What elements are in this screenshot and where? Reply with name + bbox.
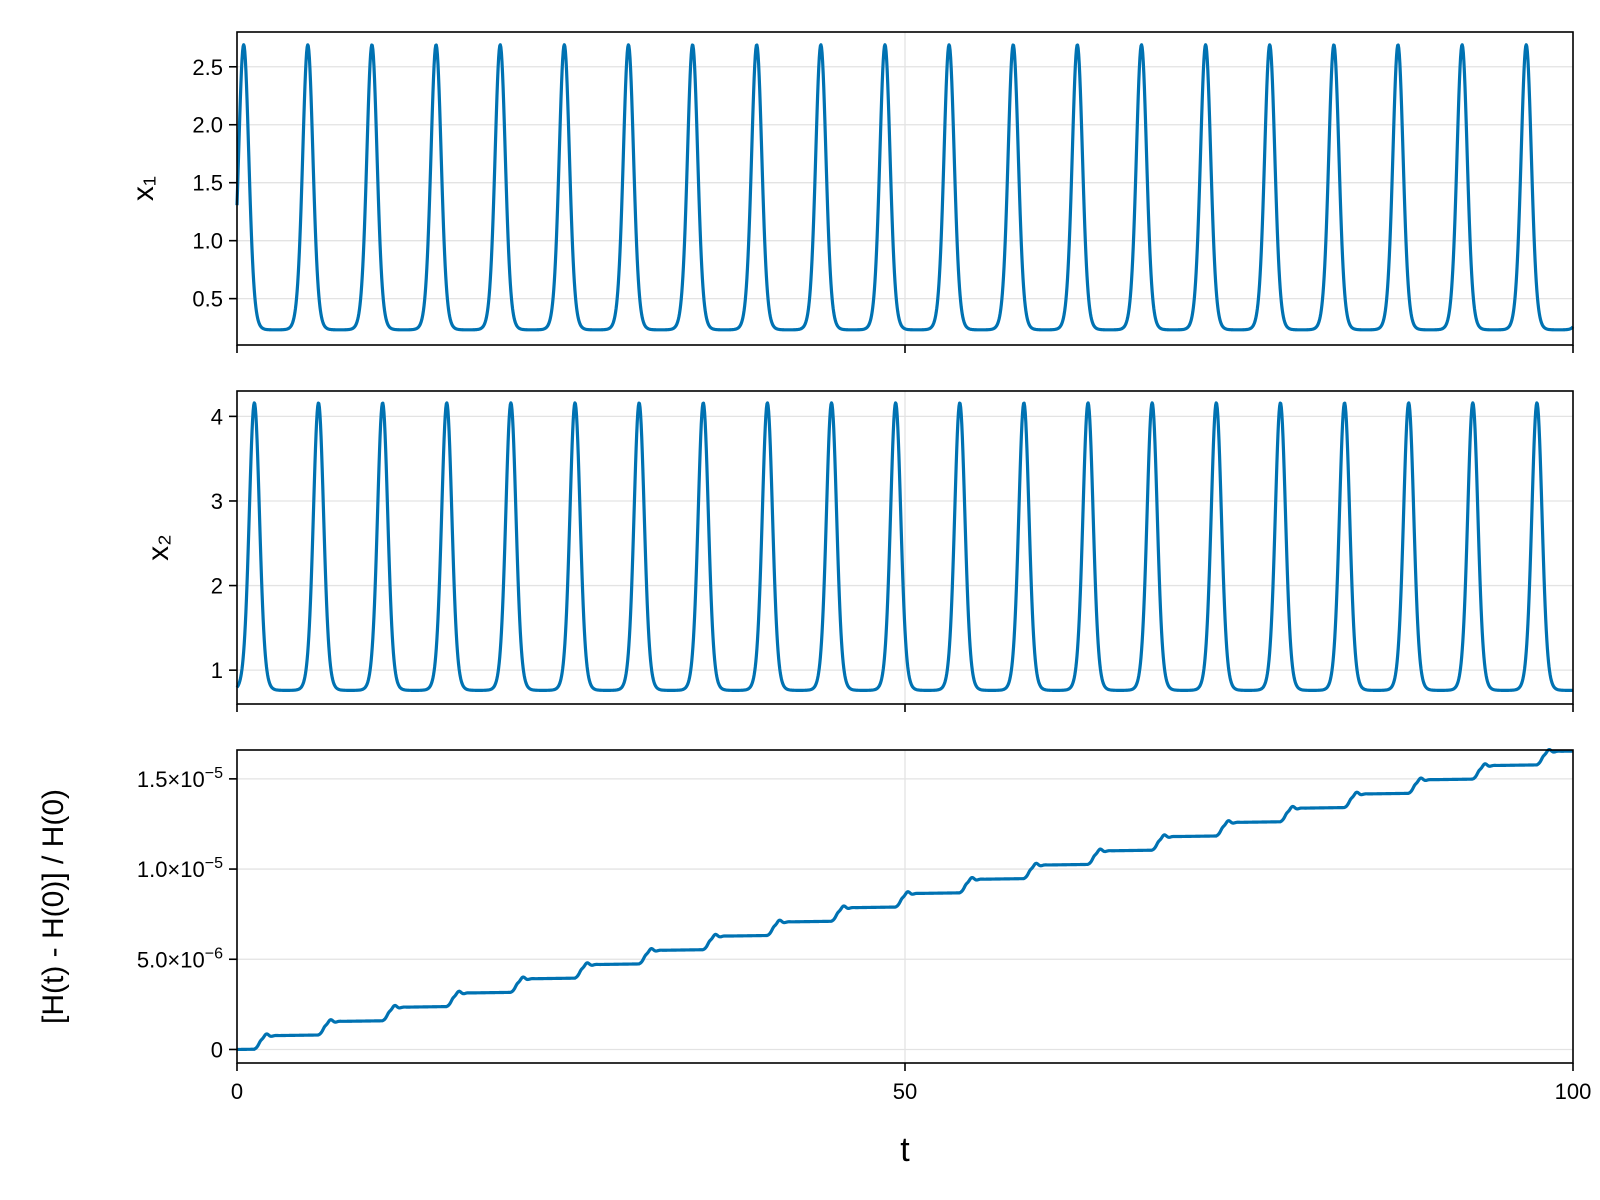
y-tick-label: 0.5 <box>192 287 223 312</box>
y-tick-label: 2.5 <box>192 55 223 80</box>
panel-x1: 0.5 1.0 1.5 2.0 2.5 x₁ <box>127 31 1575 353</box>
x-tick-label: 50 <box>893 1079 917 1104</box>
y-tick-label: 1.5×10−5 <box>137 765 223 792</box>
x-axis-label: t <box>900 1131 910 1169</box>
x-tick-label: 100 <box>1555 1079 1592 1104</box>
series-line <box>235 43 1575 332</box>
y-tick-label: 1.0 <box>192 229 223 254</box>
panel-x2: 1 2 3 4 x₂ <box>142 390 1575 712</box>
y-tick-label: 3 <box>211 489 223 514</box>
y-tick-label: 1.5 <box>192 171 223 196</box>
y-tick-label: 0 <box>211 1037 223 1062</box>
y-axis-label: x₁ <box>127 176 160 201</box>
y-tick-label: 1 <box>211 658 223 683</box>
series-line <box>235 401 1575 692</box>
series-line <box>235 747 1575 1052</box>
y-tick-label: 1.0×10−5 <box>137 855 223 882</box>
x-tick-label: 0 <box>231 1079 243 1104</box>
y-tick-label: 5.0×10−6 <box>137 945 223 972</box>
y-axis-label: [H(t) - H(0)] / H(0) <box>37 789 70 1024</box>
y-axis-label: x₂ <box>142 534 175 561</box>
panel-energy-error: 0 5.0×10−6 1.0×10−5 1.5×10−5 0 50 100 [H(t) - H… <box>37 747 1592 1169</box>
y-tick-label: 2.0 <box>192 113 223 138</box>
y-tick-label: 4 <box>211 404 223 429</box>
y-tick-label: 2 <box>211 574 223 599</box>
